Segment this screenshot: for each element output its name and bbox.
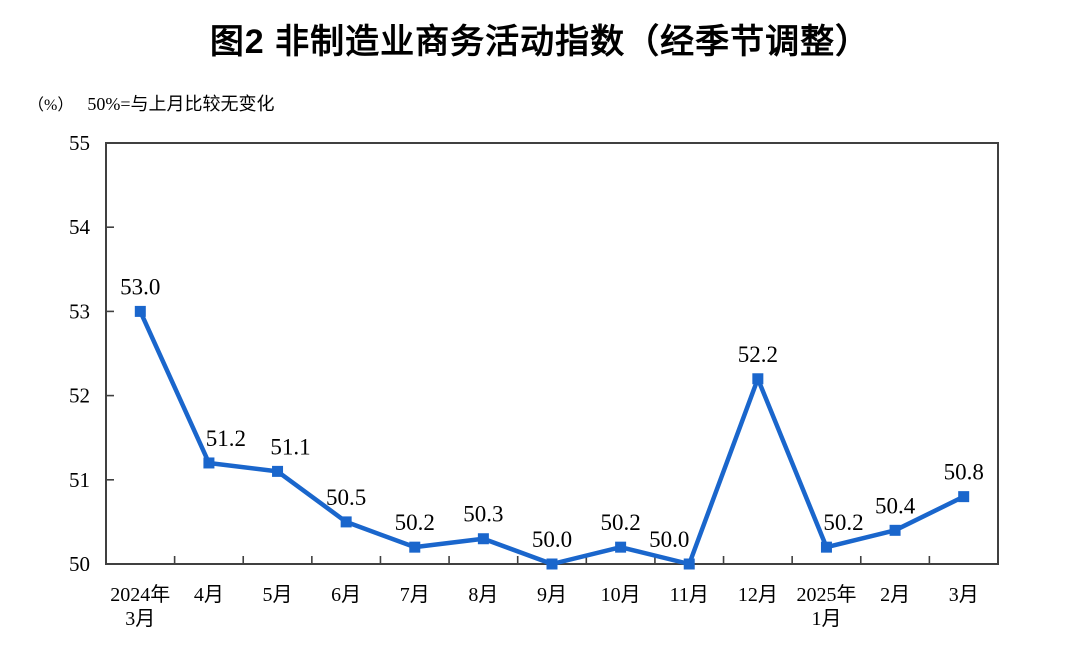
y-axis-tick-label: 50 — [69, 552, 90, 576]
data-point-marker — [134, 305, 146, 317]
data-point-marker — [546, 558, 558, 570]
data-point-marker — [820, 541, 832, 553]
x-axis-category-label: 12月 — [738, 584, 778, 606]
x-axis-category-label: 11月 — [670, 584, 709, 606]
x-axis-category-label: 6月 — [331, 584, 361, 606]
data-point-marker — [958, 491, 970, 503]
data-point-label: 53.0 — [120, 274, 160, 299]
x-axis-category-label: 10月 — [601, 584, 641, 606]
x-axis-category-label: 9月 — [537, 584, 567, 606]
chart-title: 图2 非制造业商务活动指数（经季节调整） — [209, 23, 871, 61]
y-axis-tick-label: 52 — [69, 384, 90, 408]
x-axis-category-label: 2025年 1月 — [796, 583, 856, 630]
x-axis-category-label: 7月 — [400, 584, 430, 606]
x-axis-category-label: 4月 — [194, 584, 224, 606]
y-axis-tick-label: 54 — [69, 215, 91, 239]
data-point-label: 50.2 — [823, 510, 863, 535]
data-point-label: 50.2 — [395, 510, 435, 535]
baseline-note: 50%=与上月比较无变化 — [87, 94, 275, 114]
x-axis-category-label: 5月 — [263, 584, 293, 606]
x-axis-category-label: 3月 — [949, 584, 979, 606]
data-point-label: 50.2 — [600, 510, 640, 535]
data-point-marker — [409, 541, 421, 553]
plot-border — [105, 142, 999, 565]
axis-note-row: （%） 50%=与上月比较无变化 — [28, 90, 275, 116]
data-point-label: 50.4 — [875, 493, 916, 518]
data-point-marker — [340, 516, 352, 528]
data-point-label: 51.2 — [206, 426, 246, 451]
data-point-label: 51.1 — [270, 434, 310, 459]
data-point-label: 50.3 — [463, 502, 503, 527]
data-point-marker — [889, 524, 901, 536]
y-axis-tick-label: 55 — [69, 131, 90, 155]
y-axis-unit-label: （%） — [28, 97, 74, 114]
data-point-marker — [752, 373, 764, 385]
data-point-label: 50.0 — [532, 527, 572, 552]
data-point-marker — [683, 558, 695, 570]
data-point-label: 50.5 — [326, 485, 366, 510]
x-axis-category-label: 8月 — [468, 584, 498, 606]
data-point-marker — [615, 541, 627, 553]
data-point-marker — [477, 533, 489, 545]
data-point-marker — [272, 465, 284, 477]
data-point-label: 50.8 — [944, 460, 984, 485]
y-axis-tick-label: 53 — [69, 299, 90, 323]
data-point-label: 50.0 — [649, 527, 689, 552]
data-point-label: 52.2 — [738, 342, 778, 367]
x-axis-category-label: 2月 — [880, 584, 910, 606]
x-axis-category-label: 2024年 3月 — [110, 583, 170, 630]
y-axis-tick-label: 51 — [69, 468, 90, 492]
data-point-marker — [203, 457, 215, 469]
